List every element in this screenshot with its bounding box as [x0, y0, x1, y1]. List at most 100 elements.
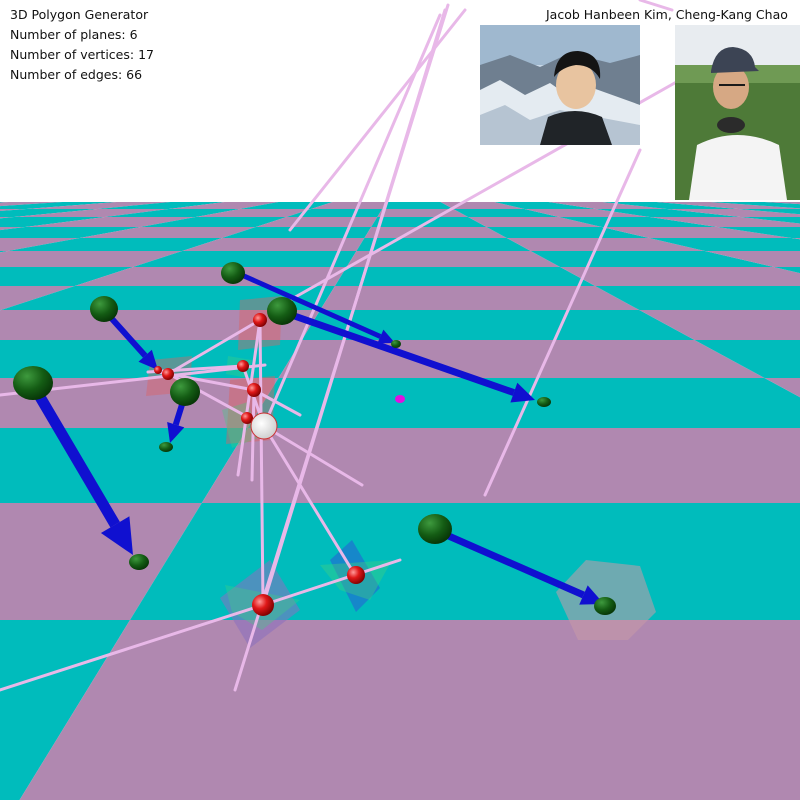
- arrow-base-sphere[interactable]: [418, 514, 452, 544]
- floor-tile: [0, 428, 248, 503]
- floor-tile: [639, 310, 800, 340]
- edges-label: Number of edges:: [10, 67, 127, 82]
- arrow-base-sphere[interactable]: [13, 366, 53, 400]
- floor-tile: [560, 267, 800, 286]
- edges-count-label: Number of edges: 66: [10, 65, 142, 85]
- vertex-sphere[interactable]: [241, 412, 253, 424]
- floor-tile: [0, 503, 202, 620]
- floor-tile: [320, 286, 640, 310]
- floor-tile: [0, 378, 279, 428]
- floor-tile: [0, 620, 130, 800]
- floor-tile: [97, 202, 225, 209]
- floor-tile: [140, 217, 287, 227]
- arrow-base-sphere[interactable]: [537, 397, 551, 407]
- floor-tile: [656, 202, 800, 209]
- floor-tile: [791, 238, 800, 240]
- author-photo-2: [675, 25, 800, 200]
- arrow-head: [100, 516, 133, 555]
- edge-line: [236, 318, 262, 477]
- arrow-base-sphere[interactable]: [159, 442, 173, 452]
- floor-tile: [764, 202, 800, 205]
- floor-tile: [506, 238, 705, 251]
- arrow-head: [138, 349, 158, 370]
- floor-tile: [278, 340, 765, 378]
- floor-tile: [201, 428, 800, 503]
- floor-tile: [301, 310, 695, 340]
- floor-tile: [255, 217, 378, 227]
- edge-line: [250, 388, 256, 482]
- direction-arrow: [233, 269, 382, 339]
- floor-tile: [740, 217, 800, 224]
- marker-dot[interactable]: [395, 395, 405, 403]
- vertices-label: Number of vertices:: [10, 47, 139, 62]
- floor-tile: [0, 286, 75, 310]
- floor-tile: [25, 217, 196, 227]
- floor-tile: [168, 202, 279, 209]
- arrow-base-sphere[interactable]: [594, 597, 616, 615]
- vertex-sphere[interactable]: [253, 313, 267, 327]
- floor-tile: [595, 209, 741, 217]
- arrow-base-sphere[interactable]: [90, 296, 118, 322]
- vertex-sphere[interactable]: [252, 594, 274, 616]
- arrow-base-sphere[interactable]: [267, 297, 297, 325]
- floor-tile: [710, 202, 800, 209]
- floor-tile: [602, 202, 739, 209]
- vertex-sphere[interactable]: [162, 368, 174, 380]
- arrow-base-sphere[interactable]: [391, 340, 401, 348]
- floor-tile: [764, 378, 800, 398]
- floor-tile: [346, 251, 561, 267]
- arrow-base-sphere[interactable]: [129, 554, 149, 570]
- vertex-sphere[interactable]: [154, 366, 162, 374]
- floor-tile: [195, 209, 312, 217]
- floor-tile: [0, 238, 80, 251]
- floor-tile: [74, 267, 347, 286]
- edge-line: [638, 0, 674, 12]
- person-photo-icon: [675, 25, 800, 200]
- floor-tile: [601, 227, 792, 238]
- floor-tile: [0, 217, 105, 227]
- checker-floor[interactable]: [0, 202, 800, 800]
- arrow-head: [510, 382, 535, 403]
- floor-tile: [0, 227, 141, 238]
- arrow-base-sphere[interactable]: [170, 378, 200, 406]
- selected-vertex-sphere[interactable]: [250, 412, 278, 440]
- vertex-sphere[interactable]: [347, 566, 365, 584]
- edge-line: [156, 370, 256, 392]
- vertex-sphere[interactable]: [247, 383, 261, 397]
- floor-tile: [494, 202, 596, 209]
- floor-tile: [0, 209, 98, 217]
- floor-tile: [286, 209, 383, 217]
- floor-tile: [26, 202, 171, 209]
- edge-line: [258, 318, 265, 607]
- app-title: 3D Polygon Generator: [10, 7, 149, 22]
- floor-tile: [0, 217, 15, 219]
- sphere-group[interactable]: [13, 262, 616, 616]
- floor-tile: [558, 217, 718, 227]
- edge-line: [252, 388, 302, 417]
- arrow-head: [167, 421, 185, 443]
- floor-tile: [694, 340, 800, 378]
- floor-tile: [717, 227, 800, 238]
- vertex-sphere[interactable]: [237, 360, 249, 372]
- author-photo-1: [480, 25, 640, 145]
- floor-tile: [182, 238, 365, 251]
- floor-tile: [486, 227, 650, 238]
- floor-tile: [1, 286, 335, 310]
- floor-tile: [311, 202, 387, 209]
- planes-count-label: Number of planes: 6: [10, 25, 138, 45]
- floor-tile: [649, 217, 800, 227]
- floor-tile: [773, 267, 800, 274]
- edge-line: [483, 148, 642, 497]
- floor-tile: [0, 202, 9, 203]
- edge-line: [262, 424, 364, 487]
- person-photo-icon: [480, 25, 640, 145]
- floor-tile: [7, 238, 223, 251]
- floor-tile: [453, 209, 559, 217]
- floor-tile: [0, 202, 63, 207]
- arrow-base-sphere[interactable]: [221, 262, 245, 284]
- floor-tile: [222, 227, 372, 238]
- edge-line: [288, 8, 467, 232]
- planes-label: Number of planes:: [10, 27, 130, 42]
- edge-line: [166, 318, 262, 376]
